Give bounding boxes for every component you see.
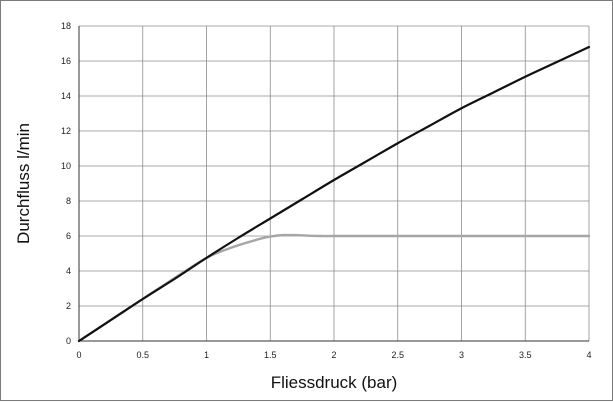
- x-tick-label: 3.5: [519, 350, 532, 360]
- y-axis-title: Durchfluss l/min: [14, 123, 33, 244]
- x-tick-labels: 0 0.5 1 1.5 2 2.5 3 3.5 4: [76, 350, 591, 360]
- x-tick-label: 1.5: [264, 350, 277, 360]
- x-tick-label: 1: [204, 350, 209, 360]
- x-axis-title: Fliessdruck (bar): [271, 373, 398, 392]
- x-tick-label: 2: [331, 350, 336, 360]
- x-tick-label: 2.5: [391, 350, 404, 360]
- y-tick-label: 6: [66, 231, 71, 241]
- series-lines: [77, 45, 591, 343]
- y-tick-label: 10: [61, 161, 71, 171]
- y-tick-label: 2: [66, 301, 71, 311]
- y-tick-label: 16: [61, 56, 71, 66]
- y-tick-label: 18: [61, 21, 71, 31]
- y-tick-label: 4: [66, 266, 71, 276]
- grid: [78, 25, 590, 342]
- y-tick-label: 8: [66, 196, 71, 206]
- x-tick-label: 3: [459, 350, 464, 360]
- y-tick-label: 14: [61, 91, 71, 101]
- y-tick-label: 12: [61, 126, 71, 136]
- y-tick-label: 0: [66, 336, 71, 346]
- axes: [78, 26, 589, 342]
- x-tick-label: 4: [586, 350, 591, 360]
- y-tick-labels: 0 2 4 6 8 10 12 14 16 18: [61, 21, 71, 346]
- series-line-2: [77, 45, 591, 343]
- x-tick-label: 0: [76, 350, 81, 360]
- x-tick-label: 0.5: [136, 350, 149, 360]
